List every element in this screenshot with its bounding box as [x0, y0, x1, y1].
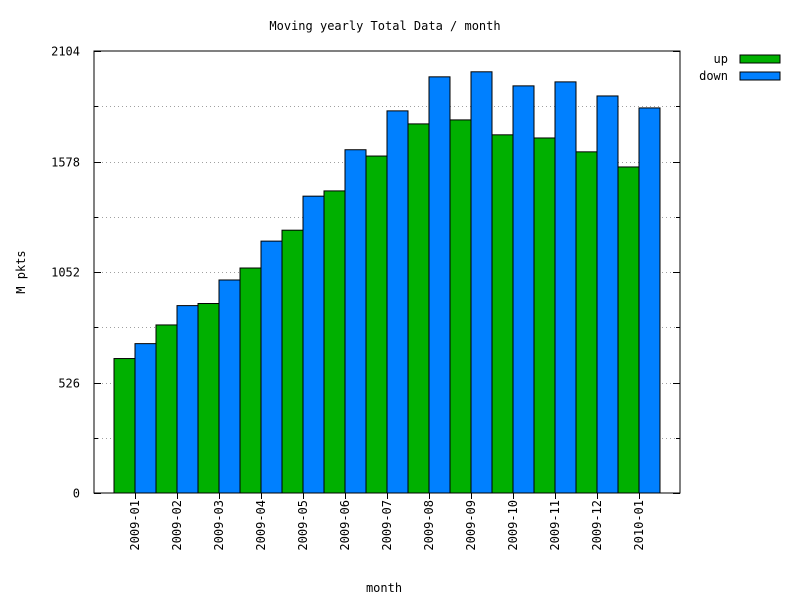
- legend: up down: [699, 52, 781, 83]
- x-tick-label: 2009-12: [590, 500, 604, 551]
- bar-down-2009-04: [260, 240, 283, 494]
- x-tick-label: 2009-06: [338, 500, 352, 551]
- axis-ticks: [94, 51, 680, 499]
- bar-up-2009-12: [575, 151, 598, 494]
- x-tick-label: 2009-03: [212, 500, 226, 551]
- bar-up-2009-10: [491, 134, 514, 494]
- x-tick-label: 2009-05: [296, 500, 310, 551]
- x-tick-labels: 2009-01 2009-02 2009-03 2009-04 2009-05 2009-…: [128, 500, 646, 551]
- y-tick-label: 2104: [51, 45, 80, 59]
- bar-down-2009-10: [512, 85, 535, 494]
- bar-up-2009-08: [407, 123, 430, 494]
- chart-title: Moving yearly Total Data / month: [269, 19, 500, 33]
- x-tick-label: 2009-09: [464, 500, 478, 551]
- bar-up-2009-06: [323, 190, 346, 494]
- bar-up-2009-07: [365, 155, 388, 494]
- x-tick-label: 2009-01: [128, 500, 142, 551]
- bar-up-2009-01: [113, 358, 136, 494]
- bar-down-2009-07: [386, 110, 409, 494]
- x-tick-label: 2009-08: [422, 500, 436, 551]
- x-tick-label: 2009-07: [380, 500, 394, 551]
- bar-up-2009-05: [281, 229, 304, 494]
- x-tick-label: 2009-10: [506, 500, 520, 551]
- bar-down-2009-08: [428, 76, 451, 494]
- bar-up-2009-04: [239, 267, 262, 494]
- bar-up-2009-02: [155, 324, 178, 494]
- legend-swatch-down: [739, 71, 781, 81]
- bars: [113, 71, 661, 494]
- bar-up-2009-11: [533, 137, 556, 494]
- x-tick-label: 2009-02: [170, 500, 184, 551]
- bar-down-2009-11: [554, 81, 577, 494]
- x-tick-label: 2009-11: [548, 500, 562, 551]
- bar-down-2009-02: [176, 305, 199, 494]
- x-tick-label: 2009-04: [254, 500, 268, 551]
- bar-down-2009-06: [344, 149, 367, 494]
- bar-down-2009-12: [596, 95, 619, 494]
- legend-label-down: down: [699, 69, 728, 83]
- y-tick-label: 526: [58, 377, 80, 391]
- legend-label-up: up: [714, 52, 728, 66]
- y-tick-labels: 0 526 1052 1578 2104: [51, 45, 80, 501]
- bar-up-2009-09: [449, 119, 472, 494]
- bar-down-2009-05: [302, 195, 325, 494]
- legend-swatch-up: [739, 54, 781, 64]
- bar-down-2009-01: [134, 343, 157, 494]
- x-tick-label: 2010-01: [632, 500, 646, 551]
- bar-up-2009-03: [197, 303, 220, 494]
- y-tick-label: 1052: [51, 266, 80, 280]
- x-axis-label: month: [366, 581, 402, 595]
- y-axis-label: M pkts: [14, 250, 28, 293]
- bar-down-2009-03: [218, 279, 241, 494]
- bar-up-2010-01: [617, 166, 640, 494]
- bar-down-2009-09: [470, 71, 493, 494]
- y-tick-label: 1578: [51, 156, 80, 170]
- bar-down-2010-01: [638, 107, 661, 494]
- y-tick-label: 0: [73, 487, 80, 501]
